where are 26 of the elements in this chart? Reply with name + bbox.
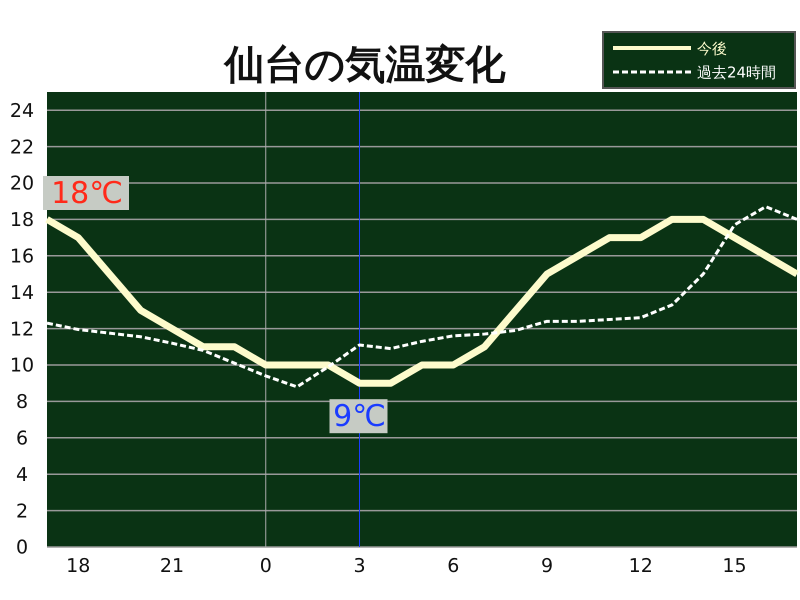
text: 過去24時間	[697, 63, 776, 82]
y-tick-label: 20	[10, 172, 34, 195]
x-tick-label: 3	[353, 555, 366, 577]
x-tick-label: 15	[722, 555, 747, 577]
y-tick-label: 4	[16, 464, 28, 486]
y-tick-label: 14	[10, 282, 34, 304]
x-tick-label: 6	[447, 555, 460, 577]
text: 今後	[697, 39, 727, 58]
x-tick-label: 21	[160, 555, 184, 577]
y-tick-label: 18	[10, 209, 34, 232]
y-tick-label: 2	[16, 500, 28, 522]
y-tick-label: 8	[16, 391, 28, 414]
y-tick-label: 6	[16, 427, 28, 450]
y-tick-label: 12	[10, 318, 34, 340]
y-tick-label: 10	[10, 354, 34, 377]
x-tick-label: 18	[66, 555, 90, 577]
x-tick-label: 0	[260, 555, 272, 577]
y-tick-label: 22	[10, 136, 34, 158]
annotation: 18℃	[51, 176, 123, 211]
chart-title: 仙台の気温変化	[222, 42, 506, 88]
x-tick-label: 12	[628, 555, 653, 577]
y-tick-label: 0	[16, 536, 28, 559]
y-tick-label: 16	[10, 245, 34, 268]
annotation: 9℃	[333, 399, 386, 434]
y-tick-label: 24	[10, 100, 34, 122]
x-tick-label: 9	[540, 555, 554, 577]
